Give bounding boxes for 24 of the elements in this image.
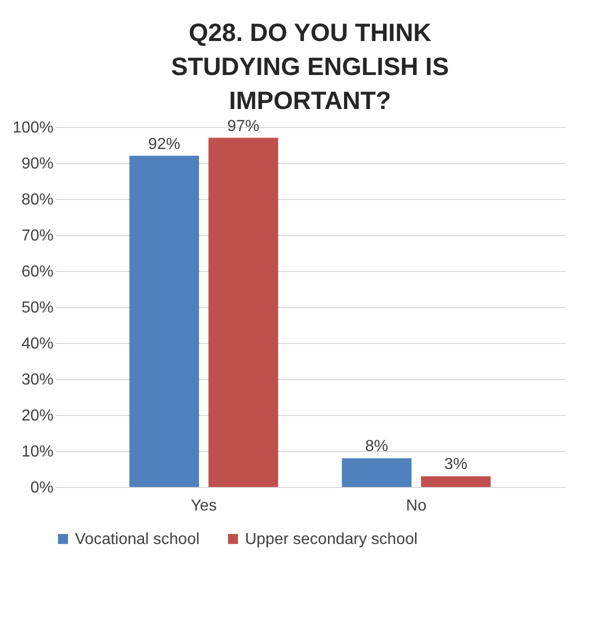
bar <box>342 458 412 487</box>
y-tick-label: 10% <box>21 444 54 460</box>
y-tick-label: 60% <box>21 264 54 280</box>
data-label: 3% <box>444 456 468 474</box>
y-tick-label: 20% <box>21 408 54 424</box>
data-label: 92% <box>148 136 180 153</box>
x-tick-label: Yes <box>190 498 217 514</box>
y-tick-label: 30% <box>21 372 54 388</box>
chart-title: Q28. DO YOU THINK STUDYING ENGLISH IS IMPORTANT? <box>171 18 449 115</box>
y-tick-label: 90% <box>21 156 54 172</box>
data-label: 8% <box>365 438 388 456</box>
legend-label: Vocational school <box>75 531 200 548</box>
y-tick-label: 100% <box>12 120 54 136</box>
bar <box>420 476 491 487</box>
y-tick-label: 80% <box>21 192 54 208</box>
legend-label: Upper secondary school <box>245 531 418 548</box>
y-tick-label: 50% <box>21 300 54 316</box>
bar <box>208 138 278 487</box>
y-tick-label: 70% <box>21 228 54 244</box>
data-label: 97% <box>227 118 260 135</box>
x-tick-label: No <box>406 498 427 514</box>
y-tick-label: 0% <box>30 480 54 496</box>
bar <box>129 156 200 487</box>
y-tick-label: 40% <box>21 336 54 352</box>
